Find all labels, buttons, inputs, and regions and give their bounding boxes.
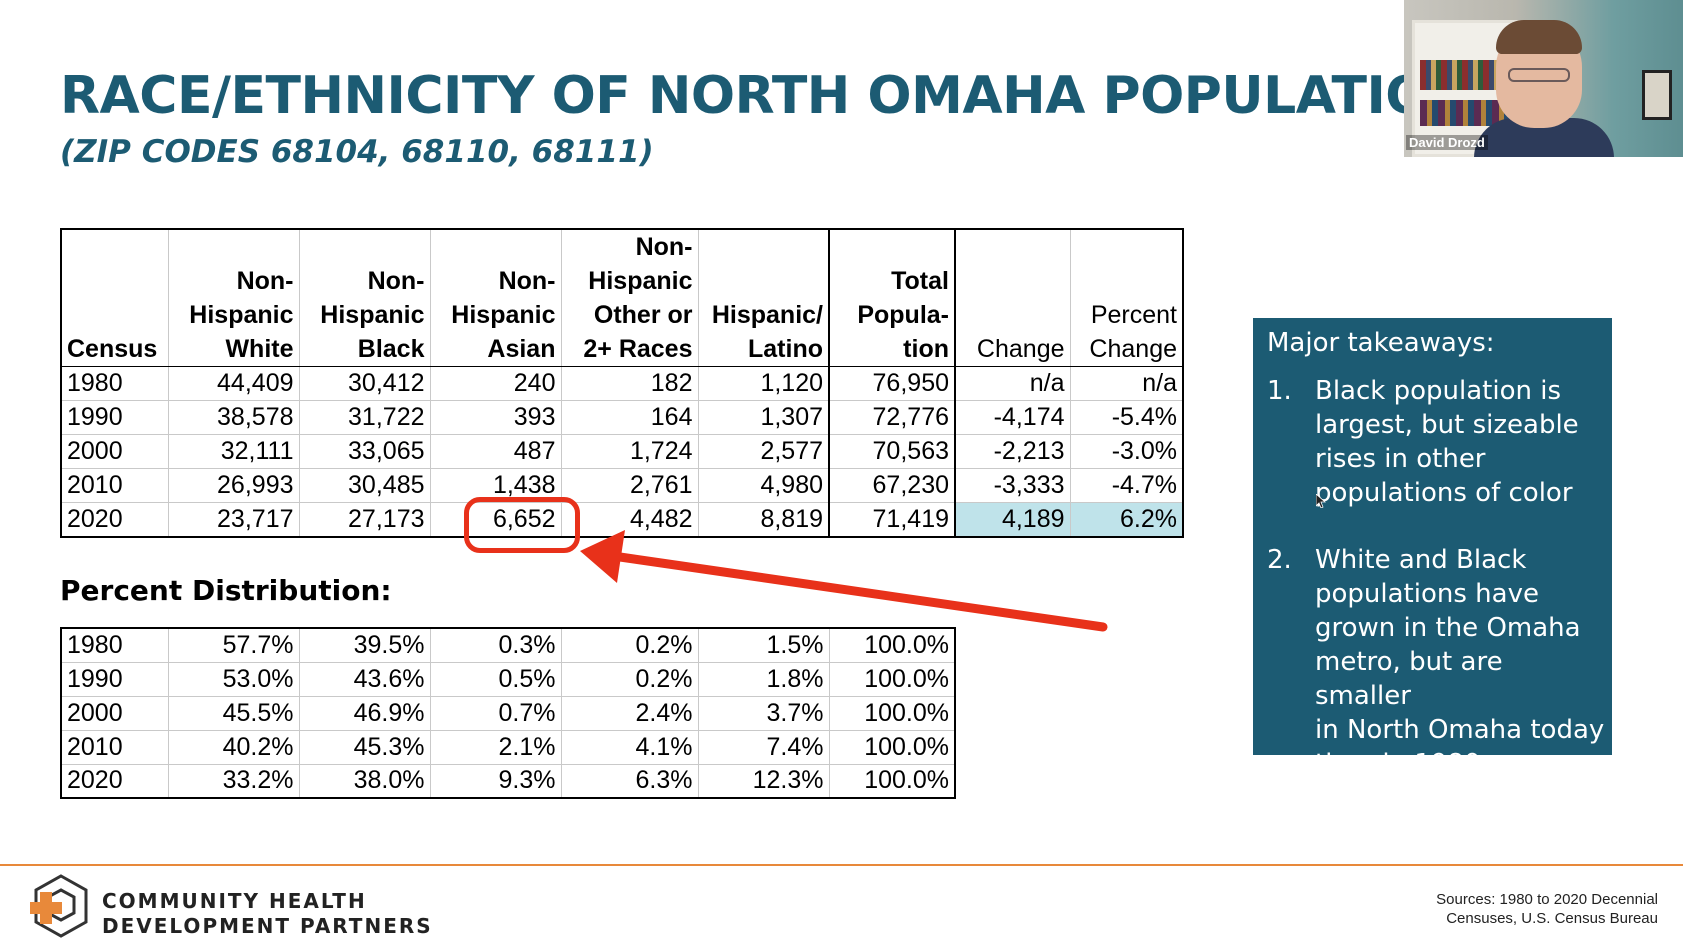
logo-text-line2: DEVELOPMENT PARTNERS [102, 914, 433, 938]
takeaways-title: Major takeaways: [1267, 328, 1495, 358]
header-census: Census [60, 229, 169, 367]
header-total: Total Popula-tion [828, 229, 956, 367]
header-percent-change: Percent Change [1069, 229, 1184, 367]
table-row: 2010 26,993 30,485 1,438 2,761 4,980 67,… [60, 468, 1184, 503]
table-row: 1980 44,409 30,412 240 182 1,120 76,950 … [60, 366, 1184, 401]
table-row: 1990 53.0% 43.6% 0.5% 0.2% 1.8% 100.0% [60, 661, 956, 697]
logo-text-line1: COMMUNITY HEALTH [102, 889, 367, 913]
header-nh-asian: Non- Hispanic Asian [429, 229, 562, 367]
takeaways-box: Major takeaways: 1. Black population is … [1253, 318, 1612, 779]
slide-title: RACE/ETHNICITY OF NORTH OMAHA POPULATIO [60, 66, 1430, 126]
header-nh-white: Non- Hispanic White [167, 229, 300, 367]
participant-name-label: David Drozd [1406, 135, 1488, 150]
table-row: 2020 23,717 27,173 6,652 4,482 8,819 71,… [60, 502, 1184, 538]
header-nh-other: Non- Hispanic Other or 2+ Races [560, 229, 699, 367]
table-row: 2000 45.5% 46.9% 0.7% 2.4% 3.7% 100.0% [60, 695, 956, 731]
percent-distribution-table: 1980 57.7% 39.5% 0.3% 0.2% 1.5% 100.0% 1… [60, 627, 956, 799]
census-population-table: Census Non- Hispanic White Non- Hispanic Bla… [60, 228, 1184, 538]
footer-divider [0, 864, 1683, 866]
table-header-row: Census Non- Hispanic White Non- Hispanic Bla… [60, 229, 1184, 367]
header-nh-black: Non- Hispanic Black [298, 229, 431, 367]
percent-change-2020-highlight: 6.2% [1069, 502, 1184, 538]
table-row: 2020 33.2% 38.0% 9.3% 6.3% 12.3% 100.0% [60, 763, 956, 799]
participant-video-tile[interactable]: David Drozd [1404, 0, 1683, 157]
table-row: 1990 38,578 31,722 393 164 1,307 72,776 … [60, 400, 1184, 435]
percent-distribution-title: Percent Distribution: [60, 574, 392, 607]
table-row: 2000 32,111 33,065 487 1,724 2,577 70,56… [60, 434, 1184, 469]
header-change: Change [954, 229, 1071, 367]
slide-subtitle: (ZIP CODES 68104, 68110, 68111) [60, 134, 654, 170]
sources-note: Sources: 1980 to 2020 Decennial Censuses… [1436, 891, 1658, 927]
highlight-circle-icon [464, 497, 580, 553]
change-2020-highlight: 4,189 [954, 502, 1071, 538]
logo-icon [30, 874, 88, 938]
table-row: 2010 40.2% 45.3% 2.1% 4.1% 7.4% 100.0% [60, 729, 956, 765]
asian-2020-cell: 6,652 [429, 502, 562, 538]
table-row: 1980 57.7% 39.5% 0.3% 0.2% 1.5% 100.0% [60, 627, 956, 663]
mouse-cursor-icon [1316, 494, 1326, 508]
header-hispanic: Hispanic/Latino [697, 229, 830, 367]
